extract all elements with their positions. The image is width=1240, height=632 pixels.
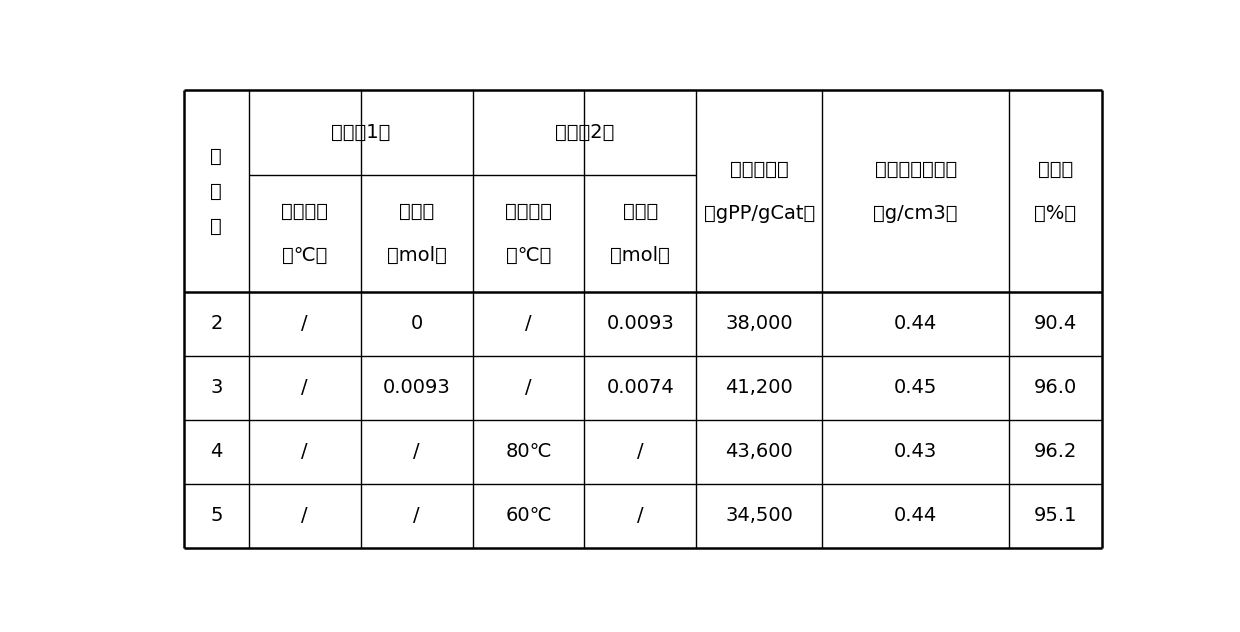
Text: 0.44: 0.44 xyxy=(894,314,937,333)
Text: 0.45: 0.45 xyxy=(894,379,937,398)
Text: 41,200: 41,200 xyxy=(725,379,794,398)
Text: /: / xyxy=(637,442,644,461)
Text: 96.0: 96.0 xyxy=(1034,379,1076,398)
Text: 实

施

例: 实 施 例 xyxy=(211,147,222,236)
Text: 0.44: 0.44 xyxy=(894,506,937,525)
Text: 3: 3 xyxy=(210,379,222,398)
Text: 徂化剂活性

（gPP/gCat）: 徂化剂活性 （gPP/gCat） xyxy=(704,159,815,222)
Text: /: / xyxy=(413,506,420,525)
Text: 步骤（2）: 步骤（2） xyxy=(554,123,614,142)
Text: 等规度

（%）: 等规度 （%） xyxy=(1034,159,1076,222)
Text: 加入量

（mol）: 加入量 （mol） xyxy=(387,202,446,265)
Text: 43,600: 43,600 xyxy=(725,442,794,461)
Text: 95.1: 95.1 xyxy=(1033,506,1078,525)
Text: 5: 5 xyxy=(210,506,223,525)
Text: 38,000: 38,000 xyxy=(725,314,794,333)
Text: 2: 2 xyxy=(210,314,222,333)
Text: 加入温度

（℃）: 加入温度 （℃） xyxy=(505,202,552,265)
Text: 加入温度

（℃）: 加入温度 （℃） xyxy=(281,202,329,265)
Text: /: / xyxy=(526,379,532,398)
Text: /: / xyxy=(301,506,308,525)
Text: /: / xyxy=(637,506,644,525)
Text: /: / xyxy=(413,442,420,461)
Text: 0.0074: 0.0074 xyxy=(606,379,675,398)
Text: 96.2: 96.2 xyxy=(1033,442,1076,461)
Text: 步骤（1）: 步骤（1） xyxy=(331,123,391,142)
Text: /: / xyxy=(526,314,532,333)
Text: 80℃: 80℃ xyxy=(505,442,552,461)
Text: 0.43: 0.43 xyxy=(894,442,937,461)
Text: 0: 0 xyxy=(410,314,423,333)
Text: 0.0093: 0.0093 xyxy=(383,379,450,398)
Text: 加入量

（mol）: 加入量 （mol） xyxy=(610,202,671,265)
Text: 60℃: 60℃ xyxy=(505,506,552,525)
Text: 34,500: 34,500 xyxy=(725,506,794,525)
Text: /: / xyxy=(301,442,308,461)
Text: 4: 4 xyxy=(210,442,222,461)
Text: /: / xyxy=(301,379,308,398)
Text: 90.4: 90.4 xyxy=(1034,314,1076,333)
Text: /: / xyxy=(301,314,308,333)
Text: 聚合物表观密度

（g/cm3）: 聚合物表观密度 （g/cm3） xyxy=(873,159,957,222)
Text: 0.0093: 0.0093 xyxy=(606,314,675,333)
